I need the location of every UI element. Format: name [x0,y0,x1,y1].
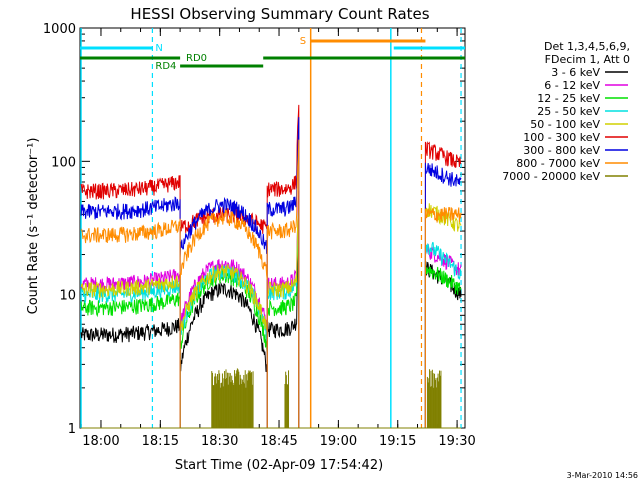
y-tick-label: 10 [59,289,76,304]
x-tick-label: 18:15 [142,434,179,449]
x-tick-label: 18:30 [201,434,238,449]
saa-label: S [300,36,306,47]
x-tick-label: 19:30 [438,434,475,449]
y-axis-label: Count Rate (s⁻¹ detector⁻¹) [26,138,41,315]
series-line-7 [80,117,462,429]
legend-entry-label: 12 - 25 keV [537,92,600,105]
series-line-1 [80,246,462,429]
x-axis-label: Start Time (02-Apr-09 17:54:42) [175,458,383,473]
series-line-6 [80,104,462,429]
legend-entry-label: 6 - 12 keV [544,79,600,92]
legend-entry-label: 800 - 7000 keV [516,157,600,170]
legend-header: Det 1,3,4,5,6,9, [544,40,630,53]
legend-entry-label: 50 - 100 keV [530,118,600,131]
series-line-3 [80,220,462,429]
series-line-4 [80,206,462,429]
x-tick-label: 19:00 [320,434,357,449]
y-tick-label: 1000 [43,22,76,37]
chart-title: HESSI Observing Summary Count Rates [130,5,429,23]
night-label: N [155,43,162,54]
x-tick-label: 18:00 [82,434,119,449]
timestamp-label: 3-Mar-2010 14:56 [567,471,638,480]
legend-entry-label: 7000 - 20000 keV [502,170,600,183]
legend: Det 1,3,4,5,6,9,FDecim 1, Att 03 - 6 keV… [502,40,630,183]
x-tick-label: 19:15 [379,434,416,449]
legend-entry-label: 100 - 300 keV [523,131,600,144]
series-line-5 [80,203,462,429]
legend-entry-label: 300 - 800 keV [523,144,600,157]
y-tick-label: 100 [51,155,76,170]
rd0-label: RD0 [186,53,207,64]
plot-area: 18:00 18:15 18:30 18:45 19:00 19:15 19:30 1 10 10… [43,22,476,449]
x-tick-label: 18:45 [260,434,297,449]
legend-entry-label: 25 - 50 keV [537,105,600,118]
y-tick-label: 1 [68,422,76,437]
rd4-label: RD4 [155,61,176,72]
series-line-8 [80,139,462,429]
legend-entry-label: 3 - 6 keV [551,66,600,79]
legend-header: FDecim 1, Att 0 [545,53,630,66]
